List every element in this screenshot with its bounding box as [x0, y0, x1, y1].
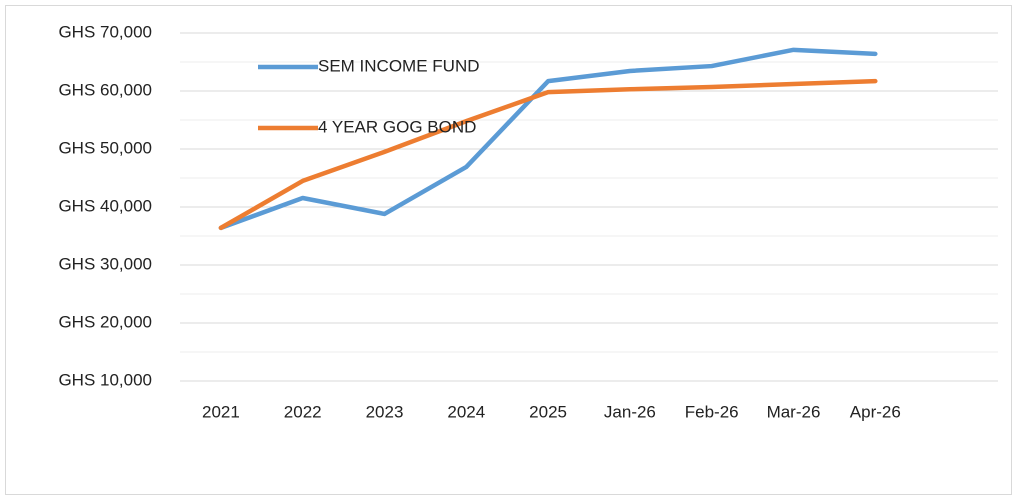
x-tick-label: 2022 — [284, 402, 322, 421]
y-tick-label: GHS 10,000 — [58, 370, 152, 389]
y-tick-label: GHS 60,000 — [58, 80, 152, 99]
y-tick-label: GHS 20,000 — [58, 312, 152, 331]
x-tick-label: Feb-26 — [685, 402, 739, 421]
series-line — [218, 78, 878, 231]
chart-border — [5, 5, 1012, 495]
x-tick-label: 2024 — [447, 402, 485, 421]
x-tick-label: Jan-26 — [604, 402, 656, 421]
x-tick-label: Mar-26 — [767, 402, 821, 421]
x-tick-label: 2025 — [529, 402, 567, 421]
x-tick-label: 2021 — [202, 402, 240, 421]
x-tick-label: Apr-26 — [850, 402, 901, 421]
y-tick-label: GHS 40,000 — [58, 196, 152, 215]
legend-label: 4 YEAR GOG BOND — [318, 117, 476, 136]
y-tick-label: GHS 50,000 — [58, 138, 152, 157]
y-tick-label: GHS 70,000 — [58, 22, 152, 41]
legend-label: SEM INCOME FUND — [318, 56, 480, 75]
series-line — [218, 47, 878, 231]
y-tick-label: GHS 30,000 — [58, 254, 152, 273]
x-tick-label: 2023 — [366, 402, 404, 421]
